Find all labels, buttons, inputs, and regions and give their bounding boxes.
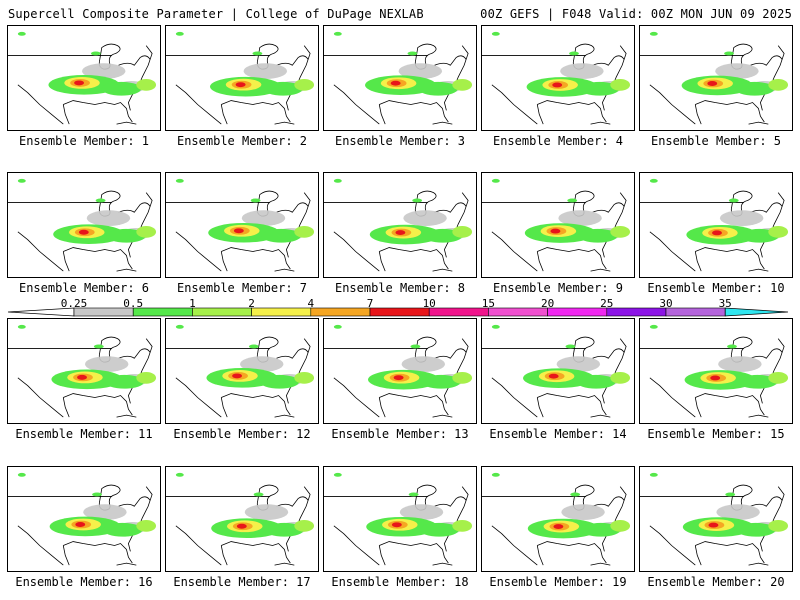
colorbar-tick-label: 2 (248, 297, 255, 310)
ensemble-member-map-9 (481, 172, 635, 278)
colorbar-bin (251, 307, 312, 317)
ensemble-member-label: Ensemble Member: 10 (647, 281, 785, 295)
ensemble-member-map-11 (7, 318, 161, 424)
ensemble-member-map-20 (639, 466, 793, 572)
colorbar-max-arrow (724, 307, 789, 317)
ensemble-member-label: Ensemble Member: 18 (331, 575, 469, 589)
colorbar-tick-label: 7 (366, 297, 374, 310)
ensemble-member-label: Ensemble Member: 16 (15, 575, 153, 589)
ensemble-member-label: Ensemble Member: 6 (18, 281, 150, 295)
ensemble-member-map-1 (7, 25, 161, 131)
ensemble-member-label: Ensemble Member: 17 (173, 575, 311, 589)
ensemble-member-label: Ensemble Member: 12 (173, 427, 311, 441)
ensemble-member-map-7 (165, 172, 319, 278)
ensemble-member-label: Ensemble Member: 19 (489, 575, 627, 589)
ensemble-member-map-19 (481, 466, 635, 572)
ensemble-member-map-3 (323, 25, 477, 131)
colorbar-bin (369, 307, 430, 317)
ensemble-member-map-4 (481, 25, 635, 131)
ensemble-member-label: Ensemble Member: 7 (176, 281, 308, 295)
ensemble-member-label: Ensemble Member: 2 (176, 134, 308, 148)
ensemble-member-map-16 (7, 466, 161, 572)
colorbar-bin (488, 307, 548, 317)
colorbar-tick-label: 25 (600, 297, 614, 310)
ensemble-member-map-15 (639, 318, 793, 424)
ensemble-member-label: Ensemble Member: 4 (492, 134, 624, 148)
ensemble-member-label: Ensemble Member: 3 (334, 134, 466, 148)
ensemble-member-map-2 (165, 25, 319, 131)
colorbar-bin (310, 307, 371, 317)
ensemble-member-label: Ensemble Member: 1 (18, 134, 150, 148)
ensemble-member-map-13 (323, 318, 477, 424)
colorbar-tick-label: 0.25 (60, 297, 88, 310)
colorbar-bin (192, 307, 252, 317)
colorbar-tick-label: 4 (307, 297, 315, 310)
valid-time: 00Z GEFS | F048 Valid: 00Z MON JUN 09 20… (480, 7, 792, 21)
colorbar-tick-label: 1 (189, 297, 196, 310)
ensemble-member-map-8 (323, 172, 477, 278)
colorbar-bin (606, 307, 667, 317)
ensemble-member-map-14 (481, 318, 635, 424)
colorbar-tick-label: 35 (718, 297, 732, 310)
ensemble-member-label: Ensemble Member: 20 (647, 575, 785, 589)
colorbar-tick-label: 30 (659, 297, 673, 310)
colorbar-tick-label: 10 (422, 297, 436, 310)
ensemble-member-label: Ensemble Member: 11 (15, 427, 153, 441)
colorbar-bin (665, 307, 726, 317)
colorbar-tick-label: 0.5 (123, 297, 144, 310)
color-scale-bar (7, 307, 789, 317)
ensemble-member-map-10 (639, 172, 793, 278)
colorbar-bin (547, 307, 608, 317)
ensemble-member-map-5 (639, 25, 793, 131)
ensemble-member-label: Ensemble Member: 8 (334, 281, 466, 295)
ensemble-member-map-12 (165, 318, 319, 424)
ensemble-member-label: Ensemble Member: 13 (331, 427, 469, 441)
ensemble-member-label: Ensemble Member: 9 (492, 281, 624, 295)
ensemble-member-label: Ensemble Member: 5 (650, 134, 782, 148)
ensemble-member-map-17 (165, 466, 319, 572)
map-title: Supercell Composite Parameter | College … (8, 7, 424, 21)
colorbar-tick-label: 20 (540, 297, 555, 310)
ensemble-member-map-6 (7, 172, 161, 278)
colorbar-tick-label: 15 (481, 297, 496, 310)
ensemble-member-map-18 (323, 466, 477, 572)
colorbar-bin (428, 307, 489, 317)
ensemble-member-label: Ensemble Member: 14 (489, 427, 627, 441)
ensemble-member-label: Ensemble Member: 15 (647, 427, 785, 441)
